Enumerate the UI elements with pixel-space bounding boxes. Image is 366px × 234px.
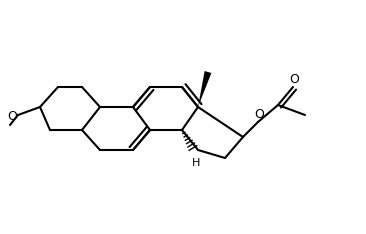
Polygon shape xyxy=(198,71,212,107)
Text: O: O xyxy=(254,108,264,121)
Text: H: H xyxy=(192,158,200,168)
Text: O: O xyxy=(7,110,17,123)
Text: O: O xyxy=(289,73,299,86)
